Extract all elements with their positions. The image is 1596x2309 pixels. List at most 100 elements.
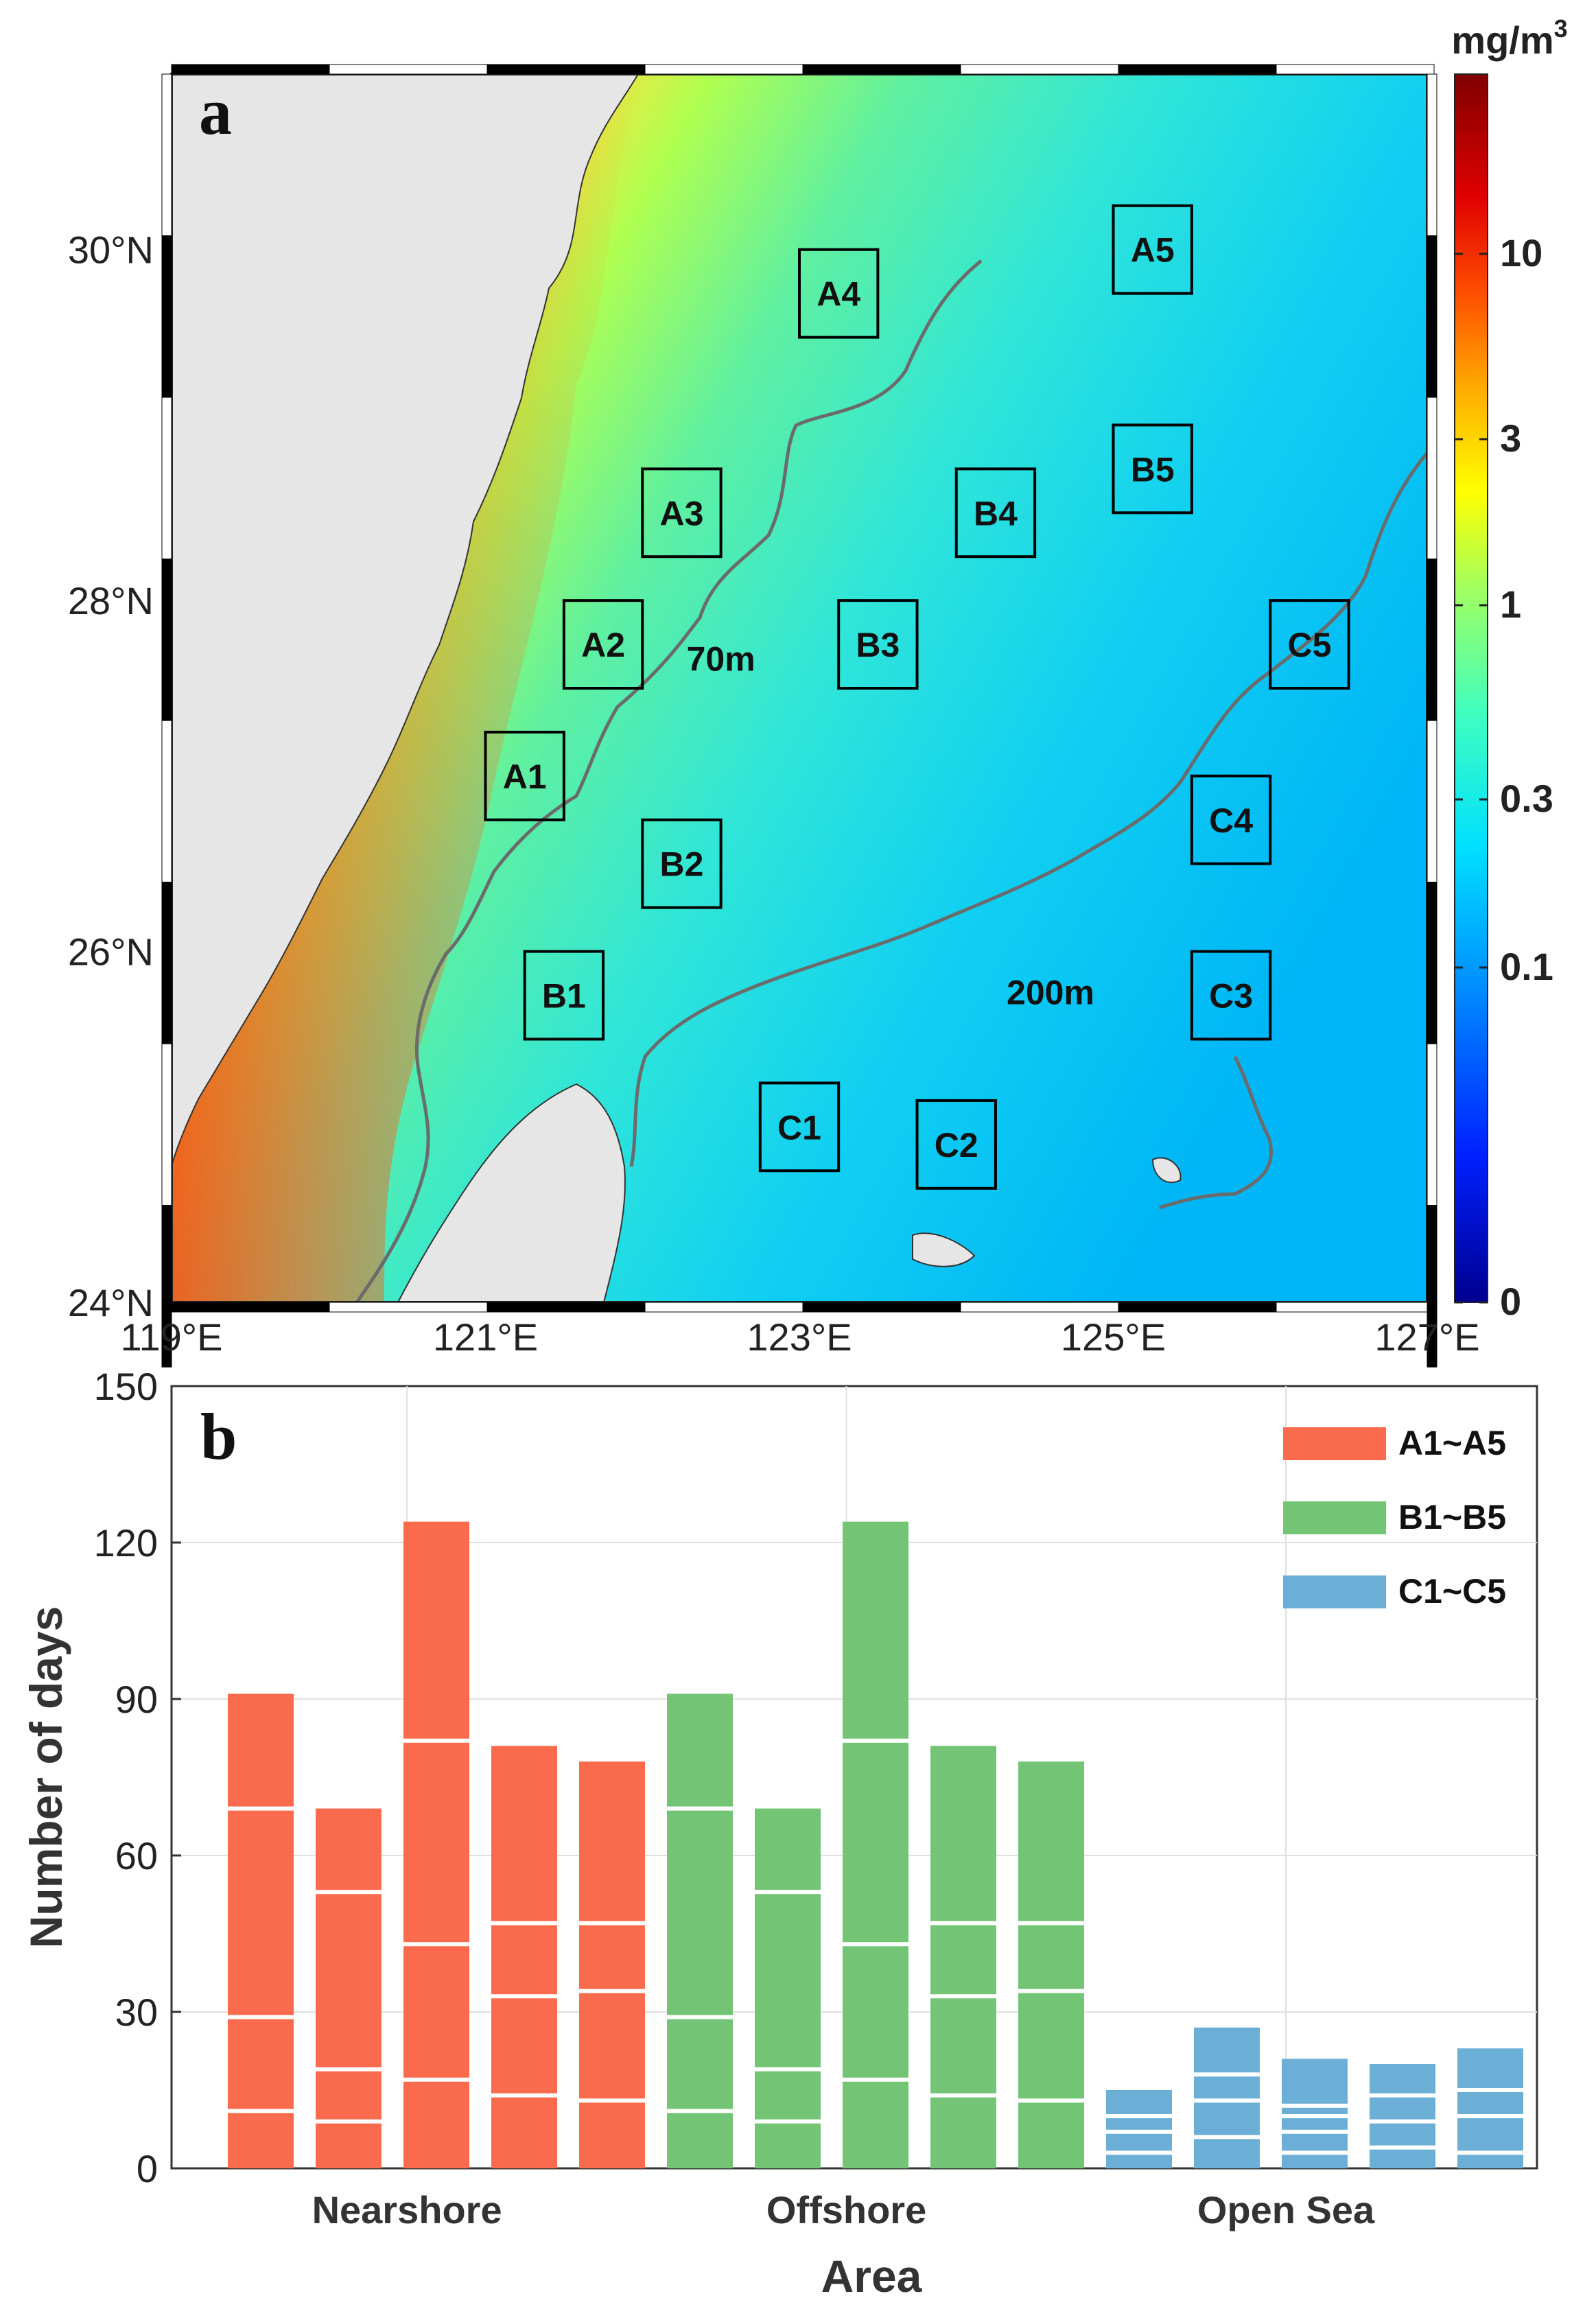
frame-segment xyxy=(1427,397,1437,560)
bar xyxy=(1106,2090,1172,2168)
legend-swatch xyxy=(1283,1427,1386,1460)
frame-segment xyxy=(161,1205,172,1368)
frame-segment xyxy=(1427,1205,1437,1368)
colorbar-tick-label: 10 xyxy=(1500,231,1542,274)
bar xyxy=(667,1693,733,2168)
region-box xyxy=(1112,204,1193,295)
region-box-label: A4 xyxy=(817,275,860,314)
bar xyxy=(579,1761,645,2168)
region-box xyxy=(758,1081,841,1173)
chlorophyll-map: 70m 200m A1 A2 A3 A4 A5 B1 B2 B3 B4 B5 C1 C2 C3 C4 C5 xyxy=(172,74,1427,1302)
map-x-tick-label: 123°E xyxy=(747,1315,852,1359)
frame-segment xyxy=(161,73,172,237)
frame-segment xyxy=(960,1302,1119,1313)
frame-segment xyxy=(1427,235,1437,398)
map-y-tick-label: 24°N xyxy=(68,1281,154,1324)
frame-segment xyxy=(960,64,1119,75)
frame-segment xyxy=(802,1302,961,1313)
region-box-label: A1 xyxy=(503,758,547,796)
map-x-tick-label: 121°E xyxy=(433,1315,538,1359)
legend-label: C1~C5 xyxy=(1398,1572,1506,1610)
region-box-label: B2 xyxy=(659,845,703,884)
region-box xyxy=(954,467,1037,559)
region-box xyxy=(915,1099,997,1190)
region-box xyxy=(641,818,723,909)
frame-segment xyxy=(1427,73,1437,237)
frame-segment xyxy=(1276,1302,1435,1313)
bar xyxy=(1018,1761,1084,2168)
frame-segment xyxy=(1427,882,1437,1044)
bar xyxy=(1282,2059,1348,2168)
frame-segment xyxy=(1118,64,1277,75)
frame-segment xyxy=(171,64,330,75)
y-tick-label: 60 xyxy=(115,1834,158,1877)
frame-segment xyxy=(1427,1043,1437,1206)
isobath-label: 200m xyxy=(1007,973,1094,1011)
bar xyxy=(1370,2064,1435,2168)
region-box xyxy=(837,599,919,690)
frame-segment xyxy=(486,64,646,75)
isobath-70m xyxy=(355,259,983,1302)
frame-segment xyxy=(161,235,172,398)
region-box xyxy=(1269,599,1350,690)
legend-label: A1~A5 xyxy=(1398,1424,1506,1462)
frame-segment xyxy=(329,1302,488,1313)
frame-segment xyxy=(802,64,961,75)
isobath-200m-islands xyxy=(1159,1055,1274,1210)
region-box-label: C5 xyxy=(1287,626,1331,664)
map-x-tick-label: 119°E xyxy=(120,1315,222,1359)
y-tick-label: 90 xyxy=(115,1678,158,1721)
region-box xyxy=(641,467,723,559)
region-box-label: B1 xyxy=(542,977,586,1016)
bar xyxy=(491,1746,557,2168)
bar xyxy=(316,1808,382,2168)
region-box-label: B4 xyxy=(974,494,1018,532)
x-axis-label: Area xyxy=(821,2251,923,2301)
legend-swatch xyxy=(1283,1575,1386,1608)
y-tick-label: 0 xyxy=(137,2147,158,2190)
map-x-tick-label: 125°E xyxy=(1061,1315,1166,1359)
region-box-label: B3 xyxy=(856,626,900,664)
region-box xyxy=(562,599,644,690)
legend: A1~A5 B1~B5 C1~C5 xyxy=(1283,1424,1506,1610)
bar xyxy=(930,1746,996,2168)
colorbar-tick-label: 0.1 xyxy=(1500,945,1553,988)
region-box xyxy=(1190,774,1272,865)
region-box-label: C2 xyxy=(935,1126,978,1164)
map-y-tick-label: 28°N xyxy=(68,579,154,622)
category-label: Offshore xyxy=(766,2188,926,2231)
y-tick-label: 30 xyxy=(115,1991,158,2034)
region-box xyxy=(523,950,605,1041)
colorbar xyxy=(1454,73,1488,1303)
colorbar-unit: mg/m3 xyxy=(1451,14,1567,62)
colorbar-tick-label: 1 xyxy=(1500,583,1521,626)
frame-segment xyxy=(161,720,172,883)
frame-segment xyxy=(1276,64,1435,75)
colorbar-tick-label: 0 xyxy=(1500,1280,1521,1323)
category-label: Open Sea xyxy=(1197,2188,1375,2231)
region-box xyxy=(798,248,880,339)
bar xyxy=(755,1808,821,2168)
frame-segment xyxy=(161,397,172,560)
region-box xyxy=(1190,950,1272,1041)
colorbar-tick-label: 0.3 xyxy=(1500,777,1553,820)
region-box xyxy=(1112,423,1193,515)
bar xyxy=(228,1693,294,2168)
region-box-label: A5 xyxy=(1131,231,1175,270)
frame-segment xyxy=(329,64,488,75)
frame-segment xyxy=(161,559,172,721)
frame-segment xyxy=(486,1302,646,1313)
region-box-label: C4 xyxy=(1209,801,1253,840)
frame-segment xyxy=(161,1043,172,1206)
frame-segment xyxy=(644,64,803,75)
region-box-label: C3 xyxy=(1209,977,1253,1016)
bar xyxy=(843,1521,908,2168)
y-tick-label: 120 xyxy=(94,1521,158,1564)
map-y-tick-label: 30°N xyxy=(68,228,154,272)
bar xyxy=(1457,2048,1523,2168)
region-box-label: B5 xyxy=(1131,450,1175,489)
y-axis-label: Number of days xyxy=(21,1606,71,1949)
isobath-200m xyxy=(629,452,1427,1167)
category-label: Nearshore xyxy=(312,2188,502,2231)
